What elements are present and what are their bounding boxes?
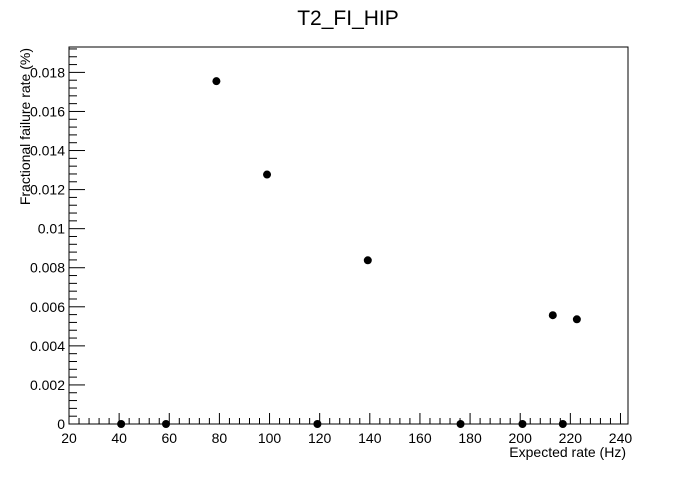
data-point <box>518 420 527 428</box>
data-points <box>117 77 581 428</box>
x-tick-label: 40 <box>111 430 127 446</box>
x-tick-label: 60 <box>161 430 177 446</box>
x-tick-label: 200 <box>509 430 533 446</box>
y-axis-tick-labels: 0 0.002 0.004 0.006 0.008 0.01 0.012 0.014 0.016… <box>30 64 65 432</box>
data-point <box>363 256 372 265</box>
y-axis-ticks <box>69 48 85 425</box>
data-point <box>558 420 567 428</box>
data-point <box>263 170 272 179</box>
chart-title: T2_FI_HIP <box>297 7 399 30</box>
data-point <box>572 315 581 324</box>
y-tick-label: 0.018 <box>30 64 65 80</box>
data-point <box>548 311 557 320</box>
x-tick-label: 100 <box>258 430 282 446</box>
x-tick-label: 20 <box>61 430 77 446</box>
x-tick-label: 80 <box>212 430 228 446</box>
data-point <box>313 420 322 428</box>
y-tick-label: 0.012 <box>30 182 65 198</box>
x-axis-label: Expected rate (Hz) <box>509 444 626 460</box>
x-tick-label: 220 <box>559 430 583 446</box>
x-tick-label: 120 <box>308 430 332 446</box>
y-axis-label: Fractional failure rate (%) <box>17 48 33 205</box>
x-axis-tick-labels: 20 40 60 80 100 120 140 160 180 200 220 240 <box>61 430 632 446</box>
x-tick-label: 140 <box>358 430 382 446</box>
x-tick-label: 240 <box>609 430 633 446</box>
y-tick-label: 0.008 <box>30 260 65 276</box>
y-tick-label: 0.016 <box>30 103 65 119</box>
y-tick-label: 0.014 <box>30 143 65 159</box>
data-point <box>117 420 126 428</box>
data-point <box>212 77 221 86</box>
y-tick-label: 0.004 <box>30 338 65 354</box>
y-tick-label: 0.006 <box>30 299 65 315</box>
y-tick-label: 0 <box>57 416 65 432</box>
y-tick-label: 0.01 <box>38 221 65 237</box>
data-point <box>162 420 171 428</box>
x-axis-ticks <box>68 413 621 424</box>
x-tick-label: 160 <box>408 430 432 446</box>
data-point <box>456 420 465 428</box>
y-tick-label: 0.002 <box>30 377 65 393</box>
plot-frame <box>68 46 629 425</box>
x-tick-label: 180 <box>458 430 482 446</box>
